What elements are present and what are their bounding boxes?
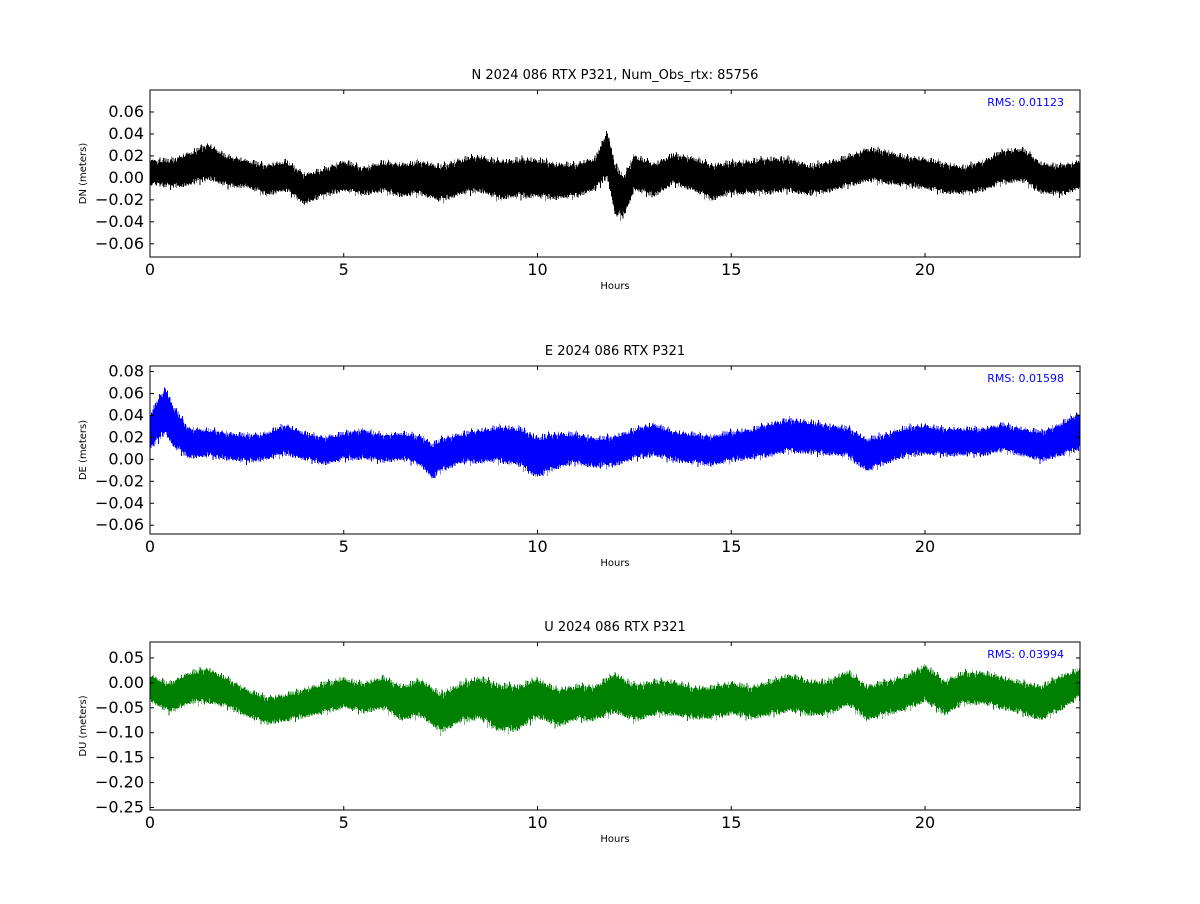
east-y-tick-label: −0.06 xyxy=(95,515,144,534)
up-y-axis-label: DU (meters) xyxy=(78,695,89,756)
up-x-tick-label: 5 xyxy=(339,813,349,832)
panel-up: 0 5 10 15 20 −0.25 −0.20 −0.15 −0.10 −0.05 0.00 0.0… xyxy=(78,620,1081,845)
up-y-tick-label: −0.15 xyxy=(95,748,144,767)
up-y-tick-label: 0.00 xyxy=(108,673,144,692)
up-axes-frame xyxy=(149,641,1081,811)
north-title: N 2024 086 RTX P321, Num_Obs_rtx: 85756 xyxy=(472,68,759,83)
north-x-tick-label: 20 xyxy=(915,260,935,279)
north-data-points xyxy=(150,131,1080,221)
up-x-tick-label: 10 xyxy=(527,813,547,832)
north-x-tick-label: 0 xyxy=(145,260,155,279)
north-x-axis-label: Hours xyxy=(600,281,629,292)
north-y-axis-label: DN (meters) xyxy=(78,143,89,205)
east-y-tick-label: 0.08 xyxy=(108,361,144,380)
east-x-tick-label: 0 xyxy=(145,537,155,556)
east-y-tick-label: 0.02 xyxy=(108,427,144,446)
north-rms-annotation: RMS: 0.01123 xyxy=(987,96,1064,109)
north-y-tick-label: 0.00 xyxy=(108,168,144,187)
east-x-tick-label: 5 xyxy=(339,537,349,556)
up-y-tick-label: −0.05 xyxy=(95,698,144,717)
east-y-tick-label: −0.02 xyxy=(95,471,144,490)
east-rms-annotation: RMS: 0.01598 xyxy=(987,372,1064,385)
north-y-tick-label: 0.02 xyxy=(108,146,144,165)
east-y-tick-label: 0.04 xyxy=(108,405,144,424)
east-x-tick-label: 15 xyxy=(721,537,741,556)
north-y-tick-label: 0.04 xyxy=(108,124,144,143)
up-data-series xyxy=(150,663,1080,736)
up-title: U 2024 086 RTX P321 xyxy=(544,620,686,635)
up-x-axis-label: Hours xyxy=(600,834,629,845)
up-data-points xyxy=(150,663,1080,736)
east-y-axis-label: DE (meters) xyxy=(78,420,89,480)
north-y-tick-label: −0.04 xyxy=(95,212,144,231)
east-x-tick-label: 10 xyxy=(527,537,547,556)
up-y-tick-label: −0.25 xyxy=(95,798,144,817)
panel-north: 0 5 10 15 20 −0.06 −0.04 −0.02 0.00 0.02 0.04 0.06 N… xyxy=(78,68,1081,292)
up-y-tick-label: −0.20 xyxy=(95,773,144,792)
up-rms-annotation: RMS: 0.03994 xyxy=(987,648,1064,661)
east-title: E 2024 086 RTX P321 xyxy=(545,344,685,359)
north-axes-frame xyxy=(149,89,1081,258)
north-x-tick-label: 10 xyxy=(527,260,547,279)
up-y-tick-label: 0.05 xyxy=(108,648,144,667)
east-y-tick-label: 0.00 xyxy=(108,449,144,468)
east-y-tick-label: −0.04 xyxy=(95,493,144,512)
north-x-tick-label: 5 xyxy=(339,260,349,279)
up-x-tick-label: 0 xyxy=(145,813,155,832)
east-data-points xyxy=(150,387,1080,479)
up-y-tick-label: −0.10 xyxy=(95,723,144,742)
panel-east: 0 5 10 15 20 −0.06 −0.04 −0.02 0.00 0.02 0.04 0.06 0… xyxy=(78,344,1081,569)
east-x-tick-label: 20 xyxy=(915,537,935,556)
up-x-tick-label: 20 xyxy=(915,813,935,832)
east-x-axis-label: Hours xyxy=(600,558,629,569)
north-y-tick-label: −0.06 xyxy=(95,234,144,253)
north-y-tick-label: −0.02 xyxy=(95,190,144,209)
north-x-tick-label: 15 xyxy=(721,260,741,279)
east-data-series xyxy=(150,387,1080,479)
up-x-tick-label: 15 xyxy=(721,813,741,832)
east-y-tick-label: 0.06 xyxy=(108,383,144,402)
north-data-series xyxy=(150,131,1080,221)
north-y-tick-label: 0.06 xyxy=(108,102,144,121)
east-axes-frame xyxy=(149,365,1081,535)
